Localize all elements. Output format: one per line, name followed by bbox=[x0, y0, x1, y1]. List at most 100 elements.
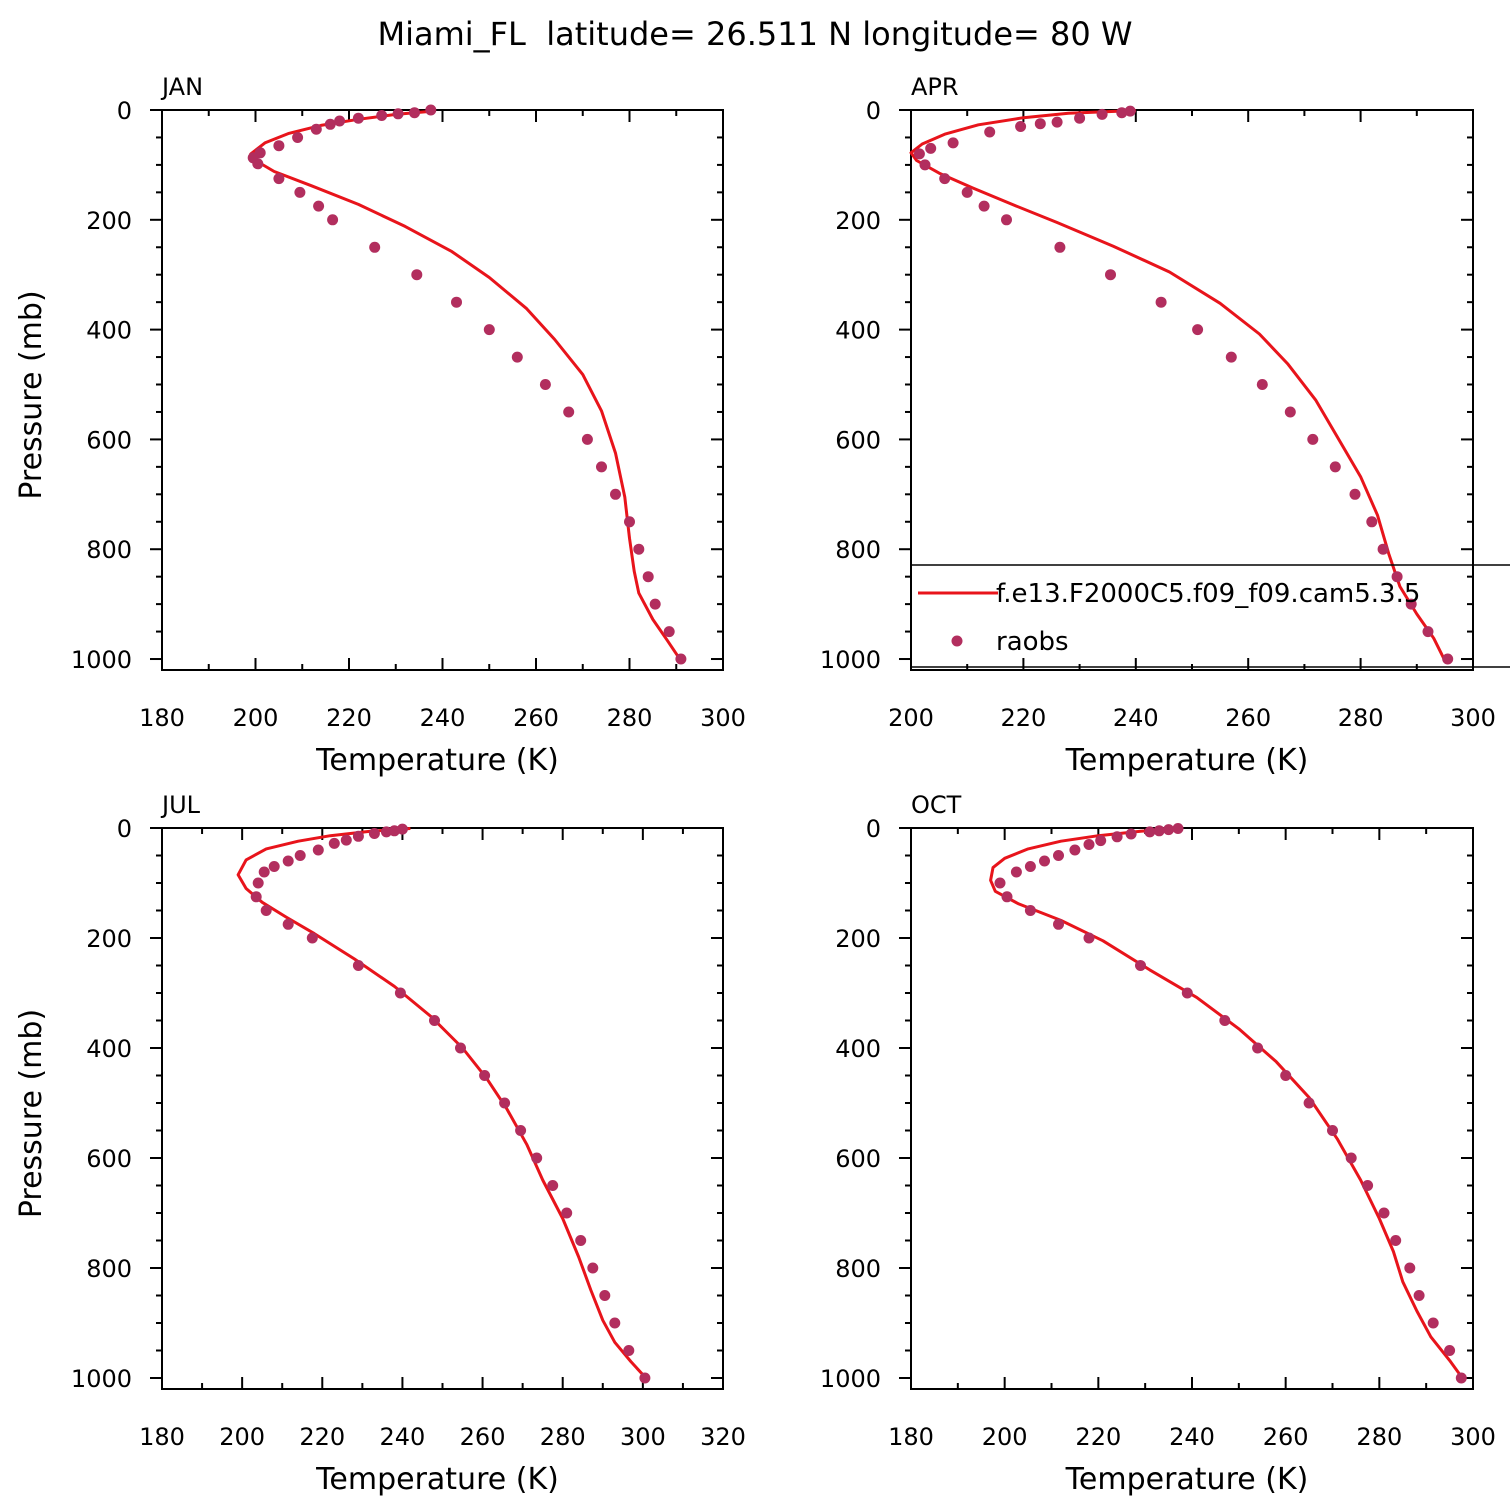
raobs-point bbox=[511, 351, 523, 363]
raobs-point bbox=[1284, 406, 1296, 418]
panel-title: JUL bbox=[160, 791, 201, 819]
y-tick-label: 800 bbox=[86, 536, 132, 564]
raobs-point bbox=[1083, 839, 1095, 850]
raobs-point bbox=[328, 837, 340, 849]
raobs-point bbox=[388, 825, 400, 837]
raobs-point bbox=[994, 877, 1006, 889]
y-tick-label: 0 bbox=[866, 97, 881, 125]
raobs-point bbox=[947, 137, 959, 149]
raobs-point bbox=[292, 132, 304, 143]
raobs-point bbox=[352, 830, 364, 842]
raobs-point bbox=[282, 918, 294, 930]
x-axis-label: Temperature (K) bbox=[1065, 1462, 1309, 1497]
legend-obs-label: raobs bbox=[996, 627, 1069, 657]
raobs-point bbox=[394, 987, 406, 999]
raobs-point bbox=[273, 140, 285, 152]
raobs-point bbox=[250, 891, 262, 903]
raobs-point bbox=[1444, 1345, 1456, 1356]
raobs-point bbox=[1024, 861, 1036, 872]
raobs-point bbox=[429, 1015, 440, 1026]
raobs-point bbox=[596, 461, 607, 473]
raobs-point bbox=[575, 1235, 587, 1246]
raobs-point bbox=[1455, 1372, 1467, 1384]
y-tick-label: 400 bbox=[835, 317, 881, 345]
x-tick-label: 220 bbox=[299, 1423, 345, 1451]
panel-jul: JUL 180 200 220 240 260 280 300 320 0 200 400 600 800… bbox=[14, 791, 746, 1497]
raobs-point bbox=[313, 200, 325, 212]
raobs-point bbox=[1422, 626, 1434, 638]
y-tick-label: 0 bbox=[866, 815, 881, 843]
raobs-point bbox=[1069, 844, 1081, 856]
raobs-point bbox=[1053, 850, 1064, 861]
raobs-point bbox=[312, 844, 324, 856]
raobs-point bbox=[561, 1207, 573, 1219]
plot-frame bbox=[161, 109, 724, 671]
raobs-point bbox=[587, 1262, 599, 1274]
raobs-point bbox=[515, 1125, 527, 1136]
legend-obs-swatch bbox=[951, 635, 963, 647]
raobs-point bbox=[919, 159, 931, 171]
raobs-point bbox=[1039, 855, 1050, 867]
raobs-point bbox=[324, 118, 336, 130]
y-tick-label: 600 bbox=[86, 426, 132, 454]
raobs-point bbox=[334, 115, 346, 127]
raobs-point bbox=[1024, 905, 1036, 916]
raobs-point bbox=[1377, 543, 1389, 555]
raobs-point bbox=[1327, 1125, 1338, 1136]
x-tick-label: 280 bbox=[1338, 704, 1384, 732]
raobs-point bbox=[294, 186, 306, 198]
raobs-point bbox=[310, 123, 322, 135]
y-tick-label: 1000 bbox=[71, 646, 132, 674]
y-tick-label: 200 bbox=[86, 207, 132, 235]
raobs-point bbox=[376, 110, 388, 121]
raobs-point bbox=[340, 834, 352, 846]
raobs-point bbox=[1345, 1152, 1357, 1164]
raobs-point bbox=[581, 433, 593, 445]
raobs-point bbox=[352, 960, 364, 971]
raobs-point bbox=[547, 1180, 559, 1191]
y-tick-label: 1000 bbox=[820, 1365, 881, 1393]
panel-jan: JAN 180 200 220 240 260 280 300 0 200 400 600 800 100… bbox=[14, 73, 746, 778]
raobs-point bbox=[1105, 269, 1116, 281]
x-tick-label: 240 bbox=[1169, 1423, 1215, 1451]
raobs-point bbox=[1442, 653, 1454, 665]
model-line bbox=[236, 827, 649, 1381]
raobs-point bbox=[1001, 214, 1012, 226]
raobs-point bbox=[563, 406, 575, 418]
raobs-point bbox=[352, 112, 364, 124]
x-tick-label: 280 bbox=[1356, 1423, 1402, 1451]
y-tick-label: 200 bbox=[86, 925, 132, 953]
raobs-point bbox=[1256, 379, 1268, 390]
raobs-point bbox=[1155, 296, 1167, 308]
raobs-point bbox=[1124, 105, 1136, 117]
y-tick-label: 800 bbox=[86, 1255, 132, 1283]
panel-apr: APR 200 220 240 260 280 300 0 200 400 600 800 1000 Te… bbox=[820, 73, 1510, 778]
x-tick-label: 260 bbox=[460, 1423, 506, 1451]
raobs-point bbox=[1001, 891, 1013, 903]
y-axis-label: Pressure (mb) bbox=[14, 290, 49, 499]
y-tick-label: 200 bbox=[835, 925, 881, 953]
raobs-point bbox=[610, 488, 621, 500]
raobs-point bbox=[1153, 825, 1165, 837]
raobs-point bbox=[369, 241, 381, 253]
y-tick-label: 400 bbox=[86, 1035, 132, 1063]
plot-frame bbox=[910, 827, 1474, 1390]
x-tick-label: 220 bbox=[1075, 1423, 1121, 1451]
x-tick-label: 180 bbox=[888, 1423, 934, 1451]
raobs-point bbox=[1034, 118, 1046, 130]
raobs-point bbox=[1404, 1262, 1416, 1274]
x-tick-label: 240 bbox=[420, 704, 466, 732]
y-tick-label: 400 bbox=[835, 1035, 881, 1063]
raobs-point bbox=[642, 571, 654, 583]
model-line bbox=[249, 109, 683, 662]
y-tick-label: 1000 bbox=[71, 1365, 132, 1393]
y-tick-label: 400 bbox=[86, 317, 132, 345]
raobs-point bbox=[1015, 121, 1027, 132]
raobs-point bbox=[1111, 831, 1123, 843]
raobs-point bbox=[1192, 324, 1204, 336]
y-tick-label: 800 bbox=[835, 536, 881, 564]
x-tick-label: 280 bbox=[540, 1423, 586, 1451]
raobs-point bbox=[499, 1097, 511, 1109]
raobs-point bbox=[531, 1152, 543, 1164]
